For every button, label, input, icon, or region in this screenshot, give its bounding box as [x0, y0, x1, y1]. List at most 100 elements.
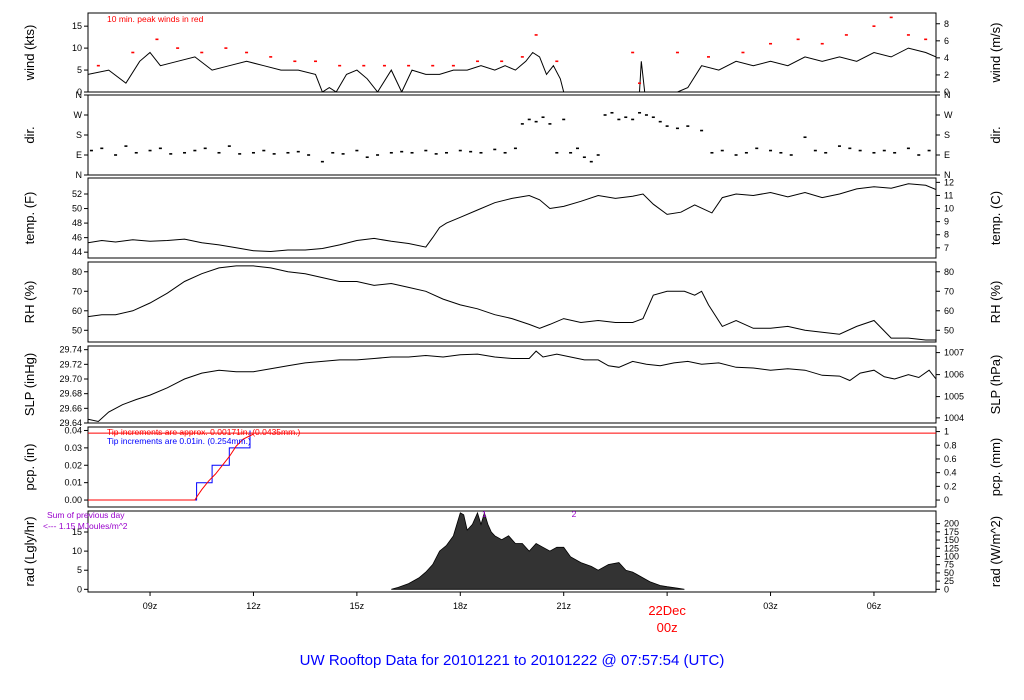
series-wind-1-point [520, 56, 524, 58]
series-dir-0-point [927, 149, 931, 152]
series-dir-0-point [400, 150, 404, 153]
tick-label-right-slp: 1005 [944, 392, 964, 402]
tick-label-right-temp: 9 [944, 217, 949, 227]
tick-label-left-rad: 15 [72, 527, 82, 537]
series-dir-0-point [769, 149, 773, 152]
tick-label-right-temp: 11 [944, 190, 953, 200]
series-dir-0-point [469, 150, 473, 153]
series-dir-0-point [286, 151, 290, 154]
tick-label-right-wind: 6 [944, 36, 949, 46]
series-dir-0-point [124, 145, 128, 147]
tick-label-left-dir: E [76, 150, 82, 160]
series-dir-0-point [114, 154, 118, 156]
series-dir-0-point [479, 151, 483, 154]
tick-label-right-pcp: 0.6 [944, 454, 957, 464]
series-dir-0-point [493, 148, 497, 151]
panel-frame-pcp [87, 426, 937, 508]
series-dir-0-point [744, 151, 748, 154]
ylabel-right-dir: dir. [988, 126, 1003, 143]
series-wind-1-point [820, 42, 824, 45]
series-dir-0-point [320, 160, 324, 163]
series-dir-0-point [217, 151, 221, 154]
tick-label-right-slp: 1004 [944, 413, 964, 423]
tick-label-right-pcp: 0.4 [944, 468, 957, 478]
tick-label-right-rh: 70 [944, 286, 954, 296]
tick-label-right-temp: 12 [944, 177, 954, 187]
series-wind-1-point [200, 51, 204, 54]
series-dir-0-point [710, 151, 714, 154]
series-dir-0-point [410, 151, 414, 154]
panel-frame-dir [87, 94, 937, 176]
x-tick-label: 03z [763, 601, 778, 611]
x-tick-label: 09z [143, 601, 158, 611]
series-dir-0-point [331, 151, 335, 154]
tick-label-left-rad: 10 [72, 546, 82, 556]
series-dir-0-point [251, 151, 255, 154]
ylabel-right-rad: rad (W/m^2) [988, 516, 1003, 587]
tick-label-right-pcp: 1 [944, 427, 949, 437]
series-rh-0 [88, 265, 936, 341]
series-dir-0-point [158, 147, 162, 150]
series-dir-0-point [272, 153, 276, 155]
series-dir-0-point [596, 154, 600, 156]
series-dir-0-point [534, 120, 538, 123]
series-wind-1-point [269, 56, 273, 58]
tick-label-right-rh: 50 [944, 325, 954, 335]
tick-label-left-dir: N [76, 90, 83, 100]
series-wind-1-point [889, 16, 893, 19]
series-dir-0-point [355, 149, 359, 152]
tick-label-right-rad: 175 [944, 527, 959, 537]
tick-label-right-dir: S [944, 130, 950, 140]
tick-label-left-slp: 29.68 [59, 389, 82, 399]
series-dir-0-point [341, 153, 345, 155]
tick-label-right-rad: 200 [944, 519, 959, 529]
series-dir-0-point [227, 145, 231, 147]
series-wind-1-point [245, 51, 249, 54]
tick-label-right-dir: W [944, 110, 953, 120]
series-dir-0-point [575, 147, 579, 150]
rad-annotation-sum: Sum of previous day [47, 510, 125, 520]
series-dir-0-point [603, 114, 607, 116]
series-wind-1-point [906, 34, 910, 36]
tick-label-left-rad: 5 [77, 565, 82, 575]
tick-label-right-wind: 8 [944, 19, 949, 29]
ylabel-left-temp: temp. (F) [22, 192, 37, 245]
series-wind-1-point [675, 51, 679, 54]
series-dir-0-point [755, 147, 759, 150]
tick-label-left-slp: 29.74 [59, 345, 82, 355]
tick-label-left-wind: 0 [77, 87, 82, 97]
tick-label-left-pcp: 0.02 [64, 460, 82, 470]
series-wind-1-point [224, 47, 228, 49]
tick-label-left-pcp: 0.00 [64, 495, 82, 505]
series-wind-1-point [338, 64, 342, 67]
ylabel-right-rh: RH (%) [988, 281, 1003, 324]
tick-label-left-slp: 29.72 [59, 359, 82, 369]
series-dir-0-point [148, 149, 152, 152]
ylabel-left-slp: SLP (inHg) [22, 353, 37, 416]
tick-label-right-rh: 80 [944, 267, 954, 277]
tick-label-right-slp: 1007 [944, 348, 964, 358]
series-wind-0 [88, 47, 936, 92]
rad-annotation-2: 2 [572, 509, 577, 519]
tick-label-left-wind: 10 [72, 43, 82, 53]
series-wind-1-point [382, 64, 386, 67]
tick-label-right-rad: 75 [944, 560, 954, 570]
series-dir-0-point [569, 151, 573, 154]
tick-label-left-pcp: 0.04 [64, 425, 82, 435]
series-wind-1-point [362, 64, 366, 67]
tick-label-left-dir: N [76, 170, 83, 180]
series-temp-0 [88, 183, 936, 253]
tick-label-left-dir: S [76, 130, 82, 140]
tick-label-left-temp: 46 [72, 233, 82, 243]
series-wind-1-point [131, 51, 135, 54]
series-dir-0-point [651, 116, 655, 119]
rad-annotation-1: 1 [482, 509, 487, 519]
series-dir-0-point [503, 151, 507, 154]
series-dir-0-point [169, 153, 173, 155]
series-wind-1-point [534, 34, 538, 36]
tick-label-right-rad: 125 [944, 543, 959, 553]
series-dir-0-point [813, 149, 817, 152]
tick-label-left-wind: 5 [77, 65, 82, 75]
series-wind-1-point [476, 60, 480, 63]
